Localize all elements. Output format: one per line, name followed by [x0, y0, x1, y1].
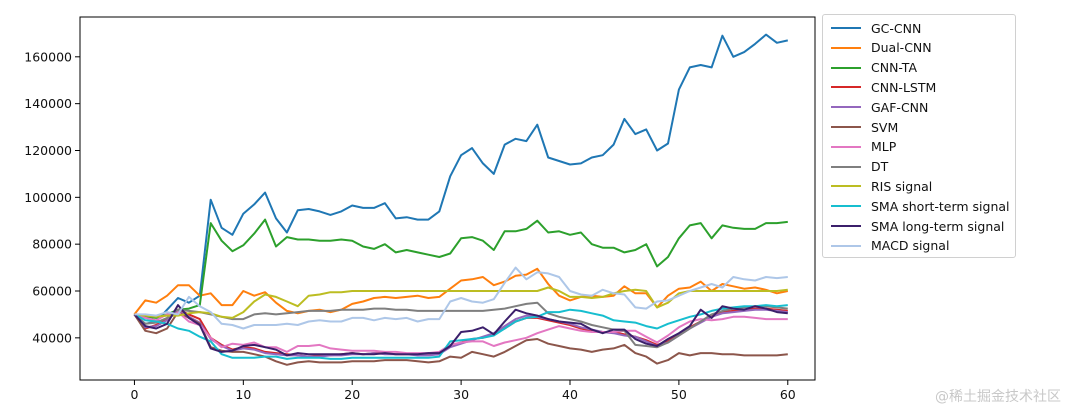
axes-frame [79, 16, 816, 381]
legend-label: CNN-LSTM [871, 79, 937, 95]
legend-swatch [831, 165, 861, 168]
x-tick-label: 0 [130, 387, 138, 402]
series-line-gc-cnn [133, 33, 789, 325]
series-line-sma-short-term-signal [133, 304, 788, 360]
legend-label: MACD signal [871, 238, 950, 254]
x-tick-label: 50 [671, 387, 687, 402]
series-line-dt [133, 301, 788, 349]
legend-label: GC-CNN [871, 20, 922, 36]
x-tick-label: 30 [453, 387, 469, 402]
legend-item: MLP [831, 137, 896, 157]
legend-swatch [831, 106, 861, 109]
series-line-sma-long-term-signal [133, 304, 788, 357]
y-tick-label: 80000 [32, 237, 72, 252]
series-line-ris-signal [134, 286, 788, 319]
legend-item: MACD signal [831, 236, 949, 256]
legend-label: GAF-CNN [871, 99, 929, 115]
legend-swatch [831, 126, 861, 128]
legend-swatch [831, 205, 861, 208]
legend-item: CNN-TA [831, 58, 917, 78]
x-tick-label: 40 [562, 387, 578, 402]
y-tick-label: 60000 [32, 284, 72, 299]
legend-label: SMA short-term signal [871, 198, 1010, 214]
legend-label: SVM [871, 119, 899, 135]
series-line-dual-cnn [133, 267, 789, 316]
series-line-svm [133, 311, 788, 366]
legend-label: DT [871, 159, 889, 175]
legend-item: GC-CNN [831, 18, 921, 38]
legend-swatch [831, 27, 861, 29]
legend-item: CNN-LSTM [831, 77, 936, 97]
legend-label: CNN-TA [871, 60, 918, 76]
legend-item: RIS signal [831, 176, 932, 196]
legend-swatch [831, 86, 861, 89]
x-tick-label: 60 [780, 387, 796, 402]
legend-swatch [831, 225, 861, 227]
legend-swatch [831, 244, 861, 247]
y-tick-label: 120000 [24, 143, 72, 158]
x-tick-label: 10 [235, 387, 251, 402]
watermark: @稀土掘金技术社区 [935, 389, 1061, 405]
series-line-macd-signal [134, 266, 788, 330]
legend-swatch [831, 145, 861, 148]
legend-label: RIS signal [871, 178, 933, 194]
legend-item: SMA long-term signal [831, 216, 1004, 236]
series-layer [133, 33, 789, 366]
legend-swatch [831, 66, 861, 69]
legend-item: Dual-CNN [831, 38, 932, 58]
x-tick-label: 20 [344, 387, 360, 402]
legend-item: DT [831, 157, 888, 177]
series-line-mlp [134, 311, 788, 355]
y-tick-label: 160000 [24, 49, 72, 64]
legend-item: SVM [831, 117, 898, 137]
legend-item: GAF-CNN [831, 97, 928, 117]
legend: GC-CNN Dual-CNN CNN-TA CNN-LSTM GAF-CNN SVM ML… [822, 14, 1016, 258]
legend-label: Dual-CNN [871, 40, 932, 56]
legend-swatch [831, 185, 861, 188]
ticks-layer: 0 10 20 30 40 50 60 40000 60000 80000 100000 120000… [24, 49, 795, 402]
y-tick-label: 40000 [32, 330, 72, 345]
legend-label: MLP [871, 139, 897, 155]
legend-label: SMA long-term signal [871, 218, 1005, 234]
legend-swatch [831, 46, 861, 49]
y-tick-label: 100000 [24, 190, 72, 205]
y-tick-label: 140000 [24, 96, 72, 111]
legend-item: SMA short-term signal [831, 196, 1010, 216]
series-line-cnn-ta [134, 218, 788, 319]
